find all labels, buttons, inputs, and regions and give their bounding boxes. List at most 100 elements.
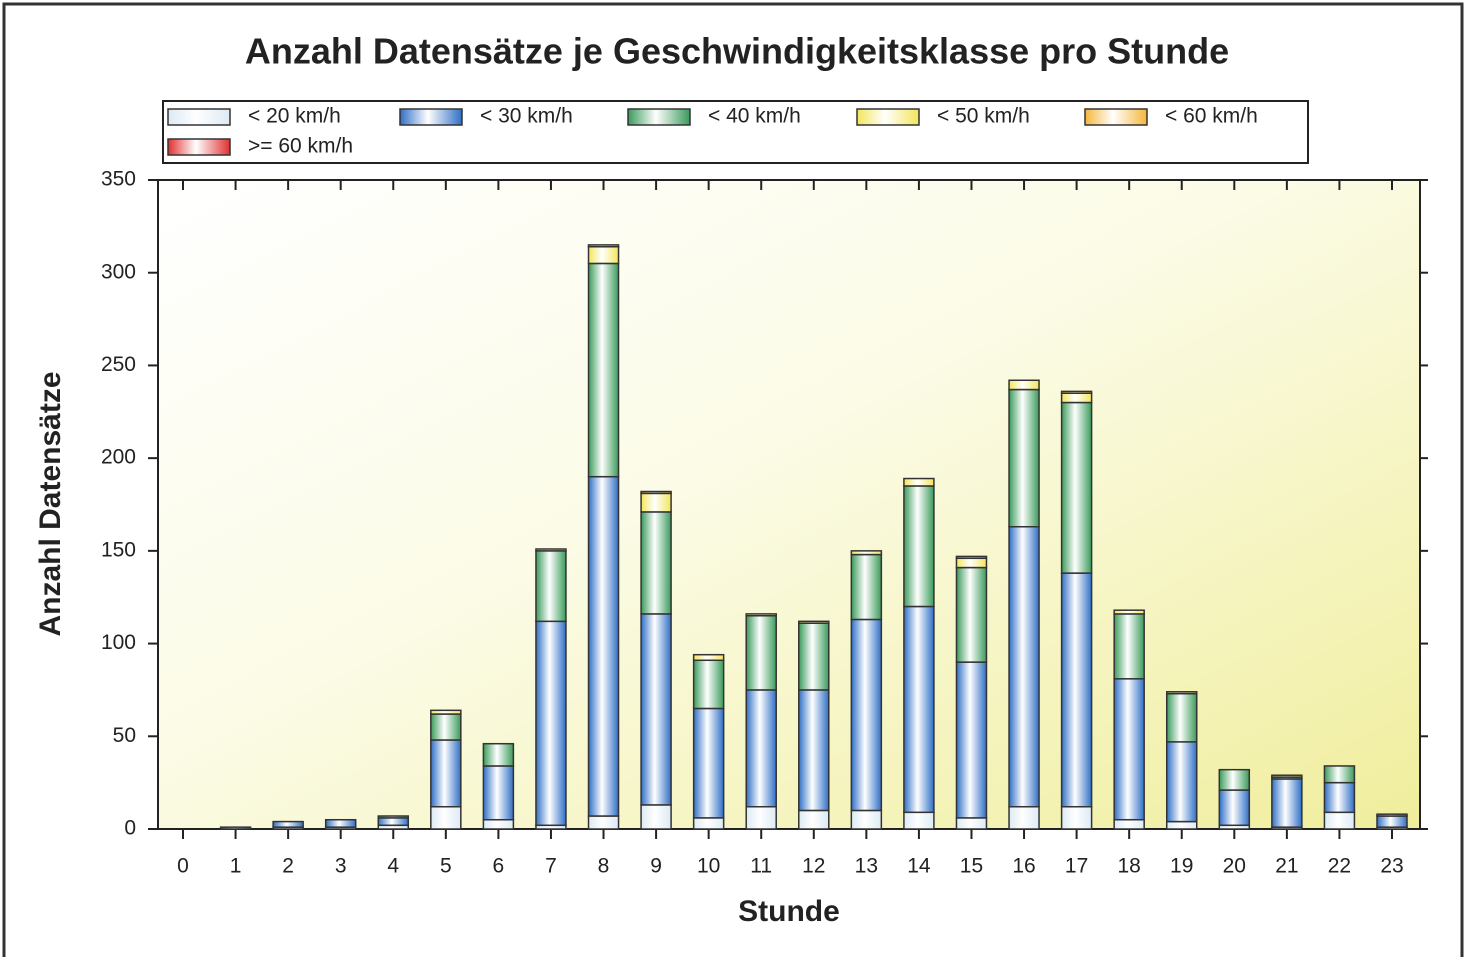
bar-segment: [1165, 741, 1198, 823]
bar-segment: [745, 805, 777, 830]
legend-label: < 20 km/h: [248, 105, 341, 128]
bar-segment: [430, 805, 462, 830]
bar-segment: [1323, 811, 1356, 830]
bar-segment: [535, 620, 567, 827]
y-tick-label: 200: [101, 446, 136, 469]
bar-segment: [482, 742, 515, 767]
bar-segment: [535, 550, 567, 623]
bar-segment: [1376, 815, 1408, 828]
legend-label: < 40 km/h: [708, 105, 801, 128]
x-tick-label: 3: [335, 855, 347, 878]
bar-segment: [1060, 390, 1093, 394]
bar-segment: [850, 809, 883, 830]
bar-segment: [482, 818, 515, 830]
plot-area: [157, 179, 1421, 830]
legend-swatch: [627, 108, 691, 126]
bar-segment: [745, 689, 777, 808]
x-tick-label: 10: [697, 855, 720, 878]
y-tick-label: 300: [101, 260, 136, 283]
x-tick-label: 22: [1328, 855, 1351, 878]
bar-segment: [903, 811, 935, 830]
x-tick-label: 9: [650, 855, 662, 878]
x-tick-label: 19: [1170, 855, 1193, 878]
x-tick-label: 16: [1012, 855, 1035, 878]
bar-segment: [1165, 692, 1198, 743]
bar-segment: [377, 815, 410, 819]
x-tick-label: 1: [230, 855, 242, 878]
bar-segment: [640, 804, 672, 830]
bar-segment: [1165, 691, 1198, 695]
bar-segment: [955, 817, 988, 830]
y-tick-label: 100: [101, 631, 136, 654]
bar-segment: [1271, 778, 1303, 828]
x-tick-label: 0: [177, 855, 189, 878]
bar-segment: [1113, 818, 1145, 830]
bar-segment: [850, 550, 883, 556]
bar-segment: [955, 557, 988, 569]
bar-segment: [587, 244, 620, 248]
x-tick-label: 21: [1275, 855, 1298, 878]
legend-label: < 30 km/h: [480, 105, 573, 128]
bar-segment: [587, 246, 620, 265]
bar-segment: [1165, 820, 1198, 830]
bar-segment: [587, 815, 620, 830]
bar-segment: [692, 659, 725, 710]
bar-segment: [1008, 526, 1040, 808]
x-tick-label: 14: [907, 855, 931, 878]
bar-segment: [955, 555, 988, 560]
bar-segment: [1376, 813, 1408, 817]
bar-segment: [1008, 805, 1040, 830]
y-tick-label: 150: [101, 538, 136, 561]
x-tick-label: 13: [855, 855, 878, 878]
x-tick-label: 8: [598, 855, 610, 878]
x-tick-label: 15: [960, 855, 983, 878]
bar-segment: [430, 739, 462, 808]
x-axis-title: Stunde: [738, 895, 840, 928]
legend-swatch: [167, 108, 231, 126]
bar-segment: [1113, 609, 1145, 615]
bar-segment: [692, 707, 725, 819]
bar-segment: [219, 826, 252, 830]
bar-segment: [903, 477, 935, 487]
x-tick-label: 4: [387, 855, 399, 878]
bar-segment: [1323, 781, 1356, 814]
bar-segment: [1323, 765, 1356, 784]
bar-segment: [798, 689, 830, 812]
x-tick-label: 5: [440, 855, 452, 878]
bar-segment: [377, 817, 410, 827]
bar-segment: [692, 817, 725, 830]
bar-segment: [692, 653, 725, 662]
bar-segment: [587, 475, 620, 817]
bar-segment: [1271, 774, 1303, 778]
bar-segment: [798, 622, 830, 691]
legend-label: < 50 km/h: [937, 105, 1030, 128]
x-tick-label: 20: [1223, 855, 1246, 878]
chart-title: Anzahl Datensätze je Geschwindigkeitskla…: [245, 31, 1229, 72]
y-tick-label: 50: [113, 724, 136, 747]
x-tick-label: 12: [802, 855, 825, 878]
bar-segment: [640, 511, 672, 615]
bar-segment: [798, 809, 830, 830]
x-tick-label: 7: [545, 855, 557, 878]
bar-segment: [798, 620, 830, 624]
bar-segment: [324, 818, 357, 828]
bar-segment: [1060, 392, 1093, 404]
y-tick-label: 0: [124, 817, 136, 840]
bar-segment: [1113, 613, 1145, 680]
bar-segment: [535, 548, 567, 552]
legend-swatch: [167, 138, 231, 156]
legend-swatch: [399, 108, 463, 126]
x-tick-label: 6: [493, 855, 505, 878]
x-tick-label: 17: [1065, 855, 1088, 878]
bar-segment: [640, 613, 672, 806]
bar-segment: [1008, 388, 1040, 528]
bar-segment: [745, 615, 777, 691]
bar-segment: [955, 661, 988, 819]
bar-segment: [850, 553, 883, 621]
bar-segment: [903, 605, 935, 814]
bar-segment: [745, 613, 777, 617]
bar-segment: [955, 566, 988, 663]
legend-label: < 60 km/h: [1165, 105, 1258, 128]
